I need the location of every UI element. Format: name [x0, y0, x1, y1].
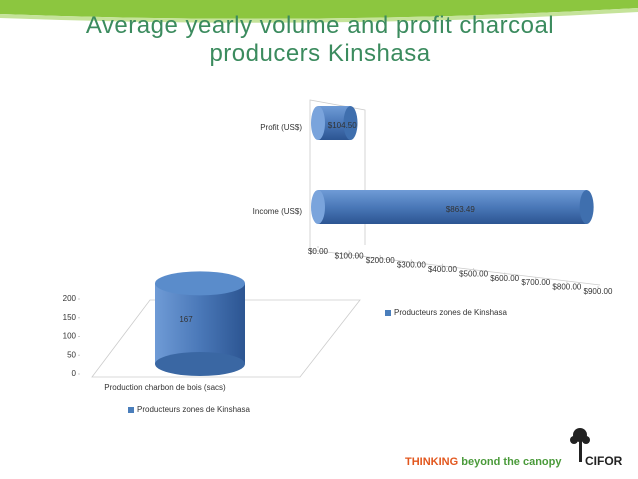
bar-top: [155, 271, 245, 296]
floor: [91, 299, 361, 378]
legend-swatch: [128, 407, 134, 413]
x-tick-label: $200.00: [366, 256, 395, 265]
bar-end: [579, 190, 594, 224]
value-label: 167: [179, 315, 193, 324]
wall: [309, 99, 366, 250]
y-tick-label: 0: [72, 369, 77, 378]
y-tick-label: 150: [63, 313, 77, 322]
bar-cap: [311, 190, 325, 224]
value-label: $863.49: [446, 205, 475, 214]
legend-label: Producteurs zones de Kinshasa: [137, 405, 251, 414]
y-tick-label: Income (US$): [253, 207, 303, 216]
floor-edge: [309, 249, 601, 286]
x-tick-label: $900.00: [584, 287, 613, 296]
y-tick-label: 50: [67, 350, 76, 359]
x-tick-label: $100.00: [335, 252, 364, 261]
bar-bottom: [155, 352, 245, 376]
x-tick-label: Production charbon de bois (sacs): [104, 383, 226, 392]
x-tick-label: $600.00: [490, 274, 519, 283]
header-band-light: [0, 8, 638, 23]
logo-text: CIFOR: [585, 454, 623, 468]
header-band: [0, 0, 638, 19]
legend-label: Producteurs zones de Kinshasa: [394, 308, 508, 317]
bar-end: [343, 106, 358, 140]
bar: [155, 283, 245, 364]
legend-swatch: [385, 310, 391, 316]
bar-cap: [311, 106, 325, 140]
y-tick-label: 100: [63, 332, 77, 341]
x-tick-label: $300.00: [397, 260, 426, 269]
logo-tree: [570, 428, 590, 462]
tagline: THINKING beyond the canopy: [405, 456, 561, 468]
tagline-text: beyond the canopy: [461, 456, 562, 468]
bar: [318, 190, 587, 224]
y-tick-label: 200: [63, 294, 77, 303]
value-label: $104.50: [328, 121, 357, 130]
charts: $0.00 $100.00 $200.00 $300.00 $400.00 $500.00…: [63, 106, 613, 414]
x-tick-label: $800.00: [552, 283, 581, 292]
x-tick-label: $700.00: [521, 278, 550, 287]
slide-title: Average yearly volume and profit charcoa…: [85, 12, 555, 67]
y-tick-label: Profit (US$): [260, 123, 302, 132]
x-tick-label: $500.00: [459, 269, 488, 278]
tagline-emphasis: THINKING: [405, 456, 459, 468]
x-tick-label: $0.00: [308, 247, 329, 256]
x-tick-label: $400.00: [428, 265, 457, 274]
